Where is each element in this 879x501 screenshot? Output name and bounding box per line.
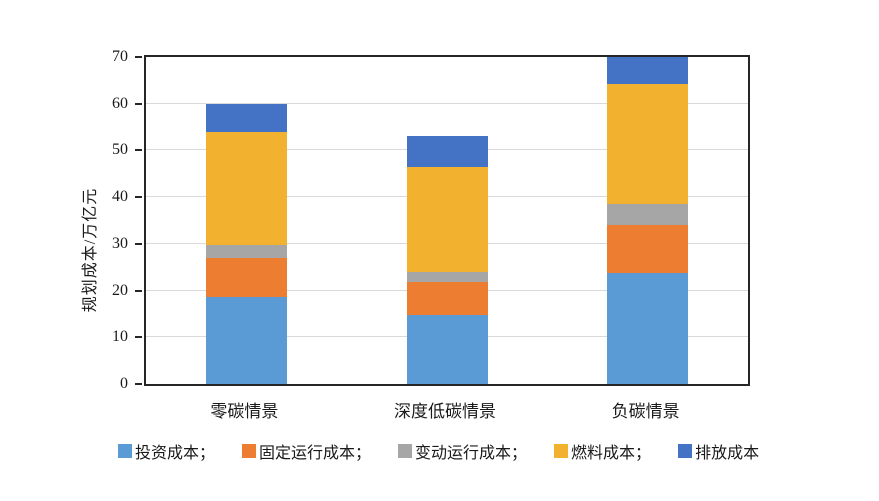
bar-segment-1-排放成本 (205, 103, 287, 132)
y-tick-mark-0 (135, 383, 142, 385)
bar-segment-3-固定运行成本 (607, 224, 689, 273)
bar-segment-3-燃料成本 (607, 83, 689, 205)
bar-segment-3-投资成本 (607, 272, 689, 384)
legend-label: 固定运行成本； (259, 445, 372, 462)
plot-area (144, 55, 750, 386)
legend-label: 变动运行成本； (415, 445, 528, 462)
bar-segment-2-燃料成本 (406, 167, 488, 272)
legend-item-燃料成本: 燃料成本； (554, 439, 651, 463)
legend-item-变动运行成本: 变动运行成本； (398, 439, 527, 463)
bar-segment-2-变动运行成本 (406, 271, 488, 283)
x-axis-labels: 零碳情景 深度低碳情景 负碳情景 (144, 397, 750, 421)
legend-swatch-icon (118, 444, 132, 458)
y-tick-label-20: 20 (112, 281, 128, 299)
legend: 投资成本； 固定运行成本； 变动运行成本； 燃料成本； 排放成本 (118, 439, 759, 463)
y-tick-label-40: 40 (112, 188, 128, 206)
legend-swatch-icon (678, 444, 693, 458)
x-label-2: 深度低碳情景 (394, 402, 496, 421)
x-label-1: 零碳情景 (210, 402, 279, 421)
bar-segment-3-变动运行成本 (607, 204, 689, 225)
y-tick-mark-20 (135, 289, 142, 292)
bar-segment-2-投资成本 (406, 314, 488, 384)
bar-segment-1-燃料成本 (205, 131, 287, 246)
y-tick-label-10: 10 (112, 328, 128, 346)
legend-swatch-icon (398, 444, 413, 458)
legend-swatch-icon (242, 444, 257, 458)
y-tick-mark-40 (135, 196, 142, 199)
y-tick-mark-50 (135, 149, 142, 152)
y-tick-label-0: 0 (120, 375, 128, 392)
bar-segment-3-排放成本 (607, 57, 689, 84)
y-tick-mark-30 (135, 242, 142, 245)
y-tick-mark-70 (135, 56, 142, 58)
y-tick-label-50: 50 (112, 141, 128, 159)
legend-label: 投资成本； (135, 445, 216, 462)
bar-segment-1-变动运行成本 (205, 245, 287, 259)
legend-item-投资成本: 投资成本； (118, 439, 215, 463)
gridline-60 (146, 102, 748, 104)
y-tick-label-70: 70 (112, 48, 128, 65)
legend-swatch-icon (554, 444, 569, 458)
y-tick-mark-60 (135, 102, 142, 105)
legend-label: 燃料成本； (571, 445, 652, 462)
y-tick-label-60: 60 (112, 94, 128, 112)
bar-segment-1-投资成本 (205, 297, 287, 384)
y-axis: 0 10 20 30 40 50 60 70 (0, 48, 144, 392)
bar-segment-2-排放成本 (406, 136, 488, 168)
legend-label: 排放成本 (695, 445, 760, 462)
y-tick-label-30: 30 (112, 234, 128, 252)
bar-segment-1-固定运行成本 (205, 258, 287, 298)
y-tick-mark-10 (135, 336, 142, 339)
legend-item-固定运行成本: 固定运行成本； (242, 439, 371, 463)
x-label-3: 负碳情景 (611, 402, 680, 421)
bar-segment-2-固定运行成本 (406, 282, 488, 315)
legend-item-排放成本: 排放成本 (678, 439, 759, 463)
